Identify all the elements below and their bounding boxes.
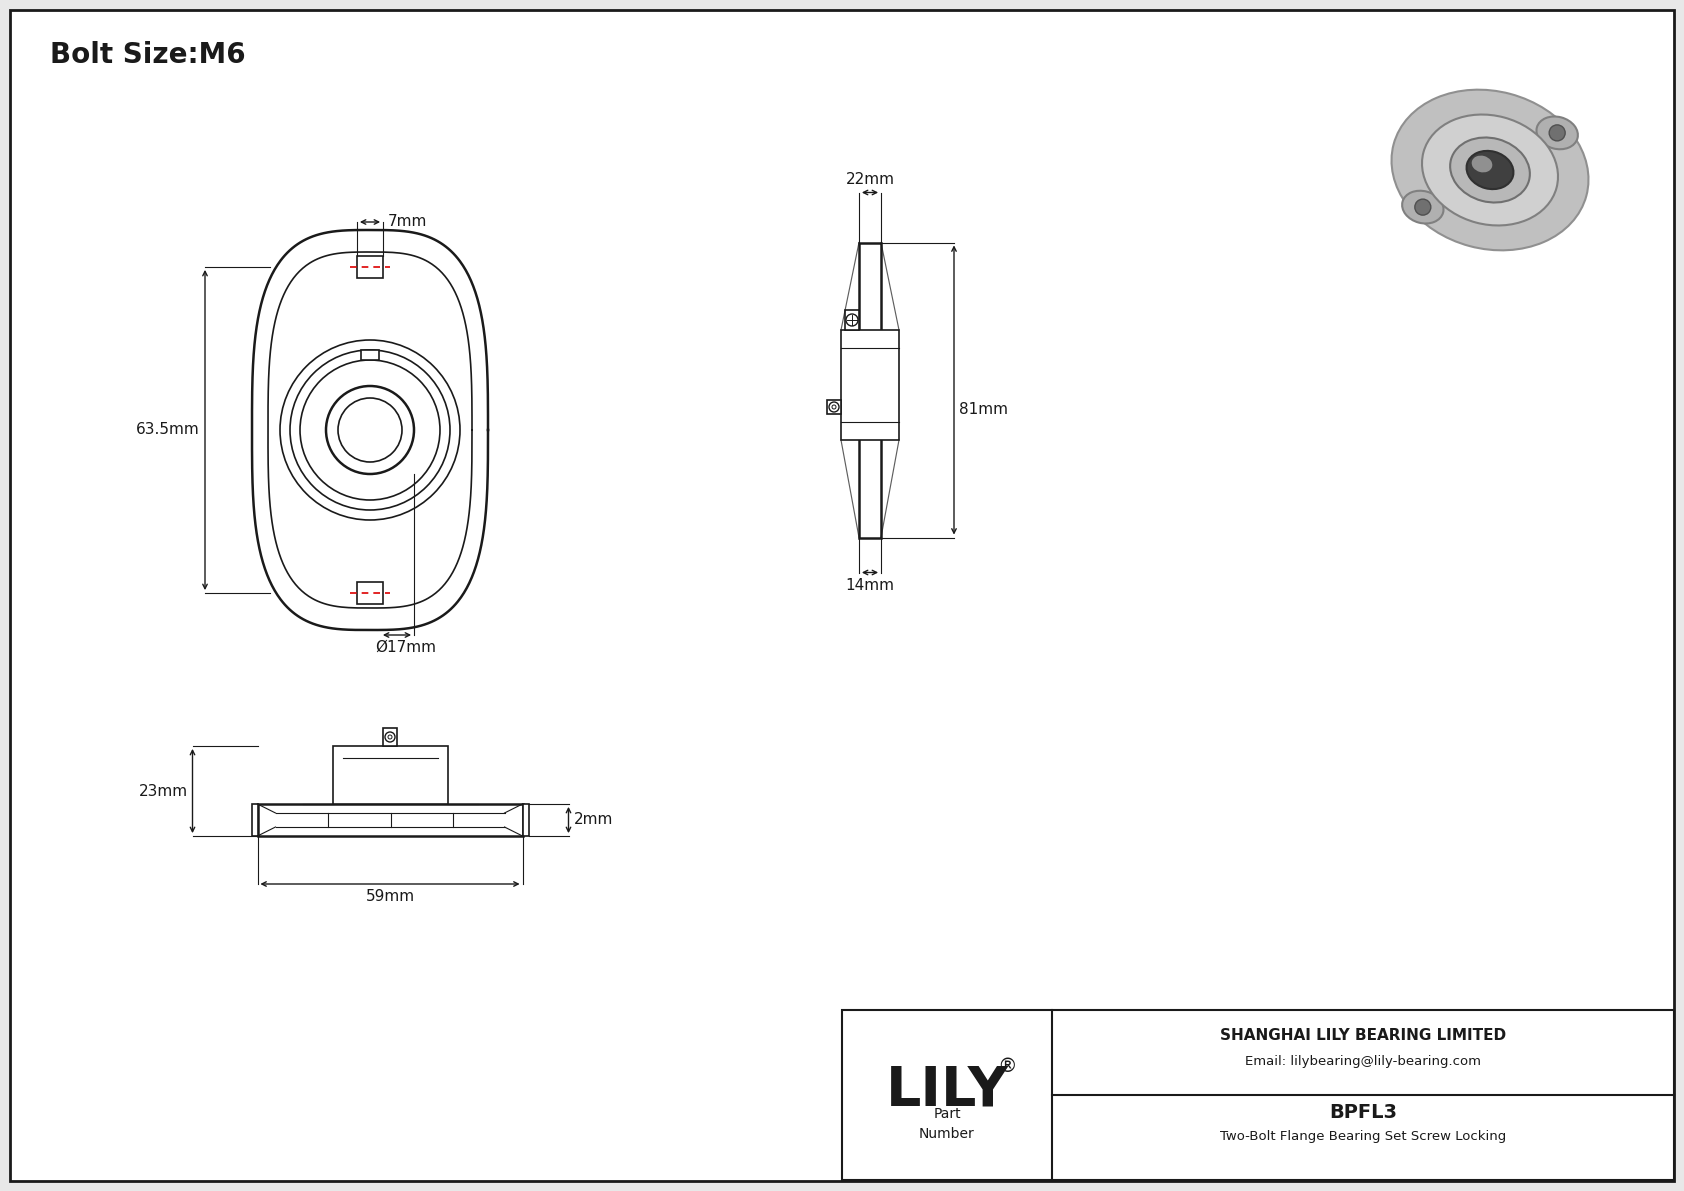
Bar	[842, 1010, 1674, 1180]
Text: Two-Bolt Flange Bearing Set Screw Locking: Two-Bolt Flange Bearing Set Screw Lockin…	[1219, 1130, 1505, 1143]
Bar	[840, 330, 899, 439]
Text: ®: ®	[997, 1058, 1017, 1077]
Bar	[357, 582, 382, 604]
Ellipse shape	[1421, 114, 1558, 225]
Bar	[845, 310, 859, 330]
Bar	[332, 746, 448, 804]
Bar	[357, 256, 382, 278]
Bar	[859, 243, 881, 537]
Text: BPFL3: BPFL3	[1329, 1103, 1398, 1122]
Text: SHANGHAI LILY BEARING LIMITED: SHANGHAI LILY BEARING LIMITED	[1219, 1028, 1505, 1043]
Bar	[360, 350, 379, 360]
Text: 2mm: 2mm	[574, 812, 613, 828]
Text: Part
Number: Part Number	[919, 1106, 975, 1141]
Bar	[258, 804, 522, 836]
Text: 81mm: 81mm	[958, 403, 1009, 418]
Circle shape	[1415, 199, 1431, 216]
Ellipse shape	[1472, 156, 1492, 173]
Ellipse shape	[1391, 89, 1588, 250]
Bar	[382, 728, 397, 746]
Ellipse shape	[1467, 151, 1514, 189]
Text: 63.5mm: 63.5mm	[136, 423, 200, 437]
Text: Email: lilybearing@lily-bearing.com: Email: lilybearing@lily-bearing.com	[1244, 1055, 1480, 1068]
Bar	[251, 804, 258, 836]
Bar	[827, 400, 840, 414]
Text: 14mm: 14mm	[845, 578, 894, 592]
Bar	[522, 804, 529, 836]
Text: 22mm: 22mm	[845, 173, 894, 187]
Ellipse shape	[1536, 117, 1578, 149]
Text: LILY: LILY	[886, 1064, 1009, 1117]
Text: 23mm: 23mm	[138, 784, 187, 798]
Text: 7mm: 7mm	[387, 214, 428, 230]
Text: 59mm: 59mm	[365, 888, 414, 904]
Circle shape	[1549, 125, 1564, 141]
Ellipse shape	[1450, 137, 1529, 202]
Ellipse shape	[1403, 191, 1443, 224]
Text: Ø17mm: Ø17mm	[376, 640, 436, 655]
Text: Bolt Size:M6: Bolt Size:M6	[51, 40, 246, 69]
